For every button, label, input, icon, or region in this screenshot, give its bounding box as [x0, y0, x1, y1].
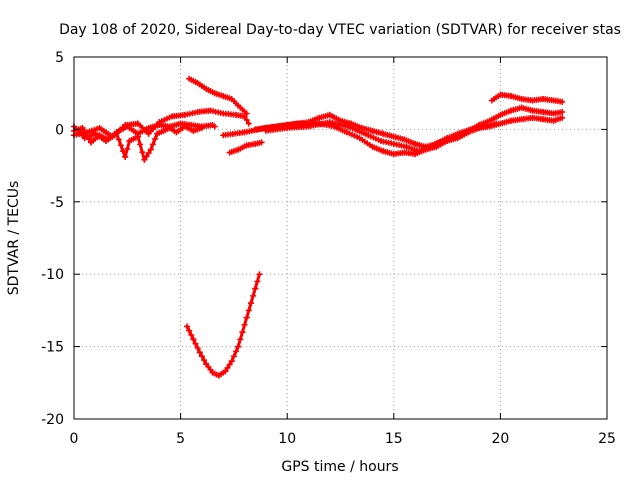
data-point — [493, 120, 500, 127]
data-point — [239, 329, 246, 336]
data-point — [226, 361, 233, 368]
data-point — [196, 349, 203, 356]
series-upper-arc — [186, 75, 250, 117]
data-point — [224, 364, 231, 371]
data-point — [245, 120, 252, 127]
series-low-patch — [226, 139, 265, 156]
x-tick-label: 0 — [70, 431, 79, 447]
data-point — [145, 150, 152, 157]
data-point — [237, 336, 244, 343]
y-tick-label: -15 — [41, 340, 64, 356]
data-point — [188, 332, 195, 339]
data-point — [243, 314, 250, 321]
data-point — [139, 149, 146, 156]
data-point — [254, 278, 261, 285]
data-point — [117, 142, 124, 149]
x-tick-label: 20 — [491, 431, 509, 447]
data-point — [147, 146, 154, 153]
data-point — [183, 323, 190, 330]
data-point — [559, 98, 566, 105]
data-point — [252, 285, 259, 292]
data-point — [115, 136, 122, 143]
data-point — [198, 124, 205, 131]
data-point — [256, 271, 263, 278]
data-point — [245, 307, 252, 314]
chart-title: Day 108 of 2020, Sidereal Day-to-day VTE… — [59, 22, 621, 38]
data-point — [211, 123, 218, 130]
y-axis-label: SDTVAR / TECUs — [6, 181, 22, 296]
data-point — [258, 139, 265, 146]
data-point — [124, 145, 131, 152]
y-tick-label: 0 — [55, 122, 64, 138]
data-point — [250, 292, 257, 299]
data-point — [192, 340, 199, 347]
axis-ticks: 0 5 10 15 20 25 5 0 -5 -10 -15 -20 — [41, 50, 616, 447]
y-tick-label: -10 — [41, 267, 64, 283]
data-point — [141, 156, 148, 163]
data-point — [228, 358, 235, 365]
y-tick-label: -5 — [50, 195, 64, 211]
data-point — [194, 345, 201, 352]
plot-frame — [73, 56, 608, 420]
data-point — [143, 153, 150, 160]
data-point — [235, 343, 242, 350]
data-point — [222, 368, 229, 375]
data-point — [559, 109, 566, 116]
series-baseline-track-b — [71, 123, 205, 163]
series-mid-track-c — [262, 119, 500, 155]
data-point — [120, 148, 127, 155]
data-point — [233, 348, 240, 355]
data-series — [71, 75, 566, 379]
data-point — [201, 357, 208, 364]
data-point — [230, 353, 237, 360]
data-point — [79, 124, 86, 131]
data-point — [190, 336, 197, 343]
data-point — [243, 116, 250, 123]
data-point — [559, 114, 566, 121]
y-tick-label: -20 — [41, 412, 64, 428]
data-point — [241, 321, 248, 328]
x-tick-label: 25 — [598, 431, 616, 447]
data-point — [134, 133, 141, 140]
data-point — [85, 135, 92, 142]
x-tick-label: 5 — [176, 431, 185, 447]
data-point — [137, 141, 144, 148]
data-point — [149, 141, 156, 148]
series-baseline-track-c — [71, 107, 252, 140]
data-point — [198, 353, 205, 360]
x-tick-label: 10 — [278, 431, 296, 447]
series-late-upper — [488, 91, 566, 105]
x-axis-label: GPS time / hours — [281, 459, 398, 475]
data-point — [122, 153, 129, 160]
y-tick-label: 5 — [55, 50, 64, 66]
data-point — [247, 300, 254, 307]
data-point — [186, 327, 193, 334]
data-point — [152, 136, 159, 143]
data-point — [243, 110, 250, 117]
series-dip-curve — [183, 271, 263, 379]
x-tick-label: 15 — [385, 431, 403, 447]
